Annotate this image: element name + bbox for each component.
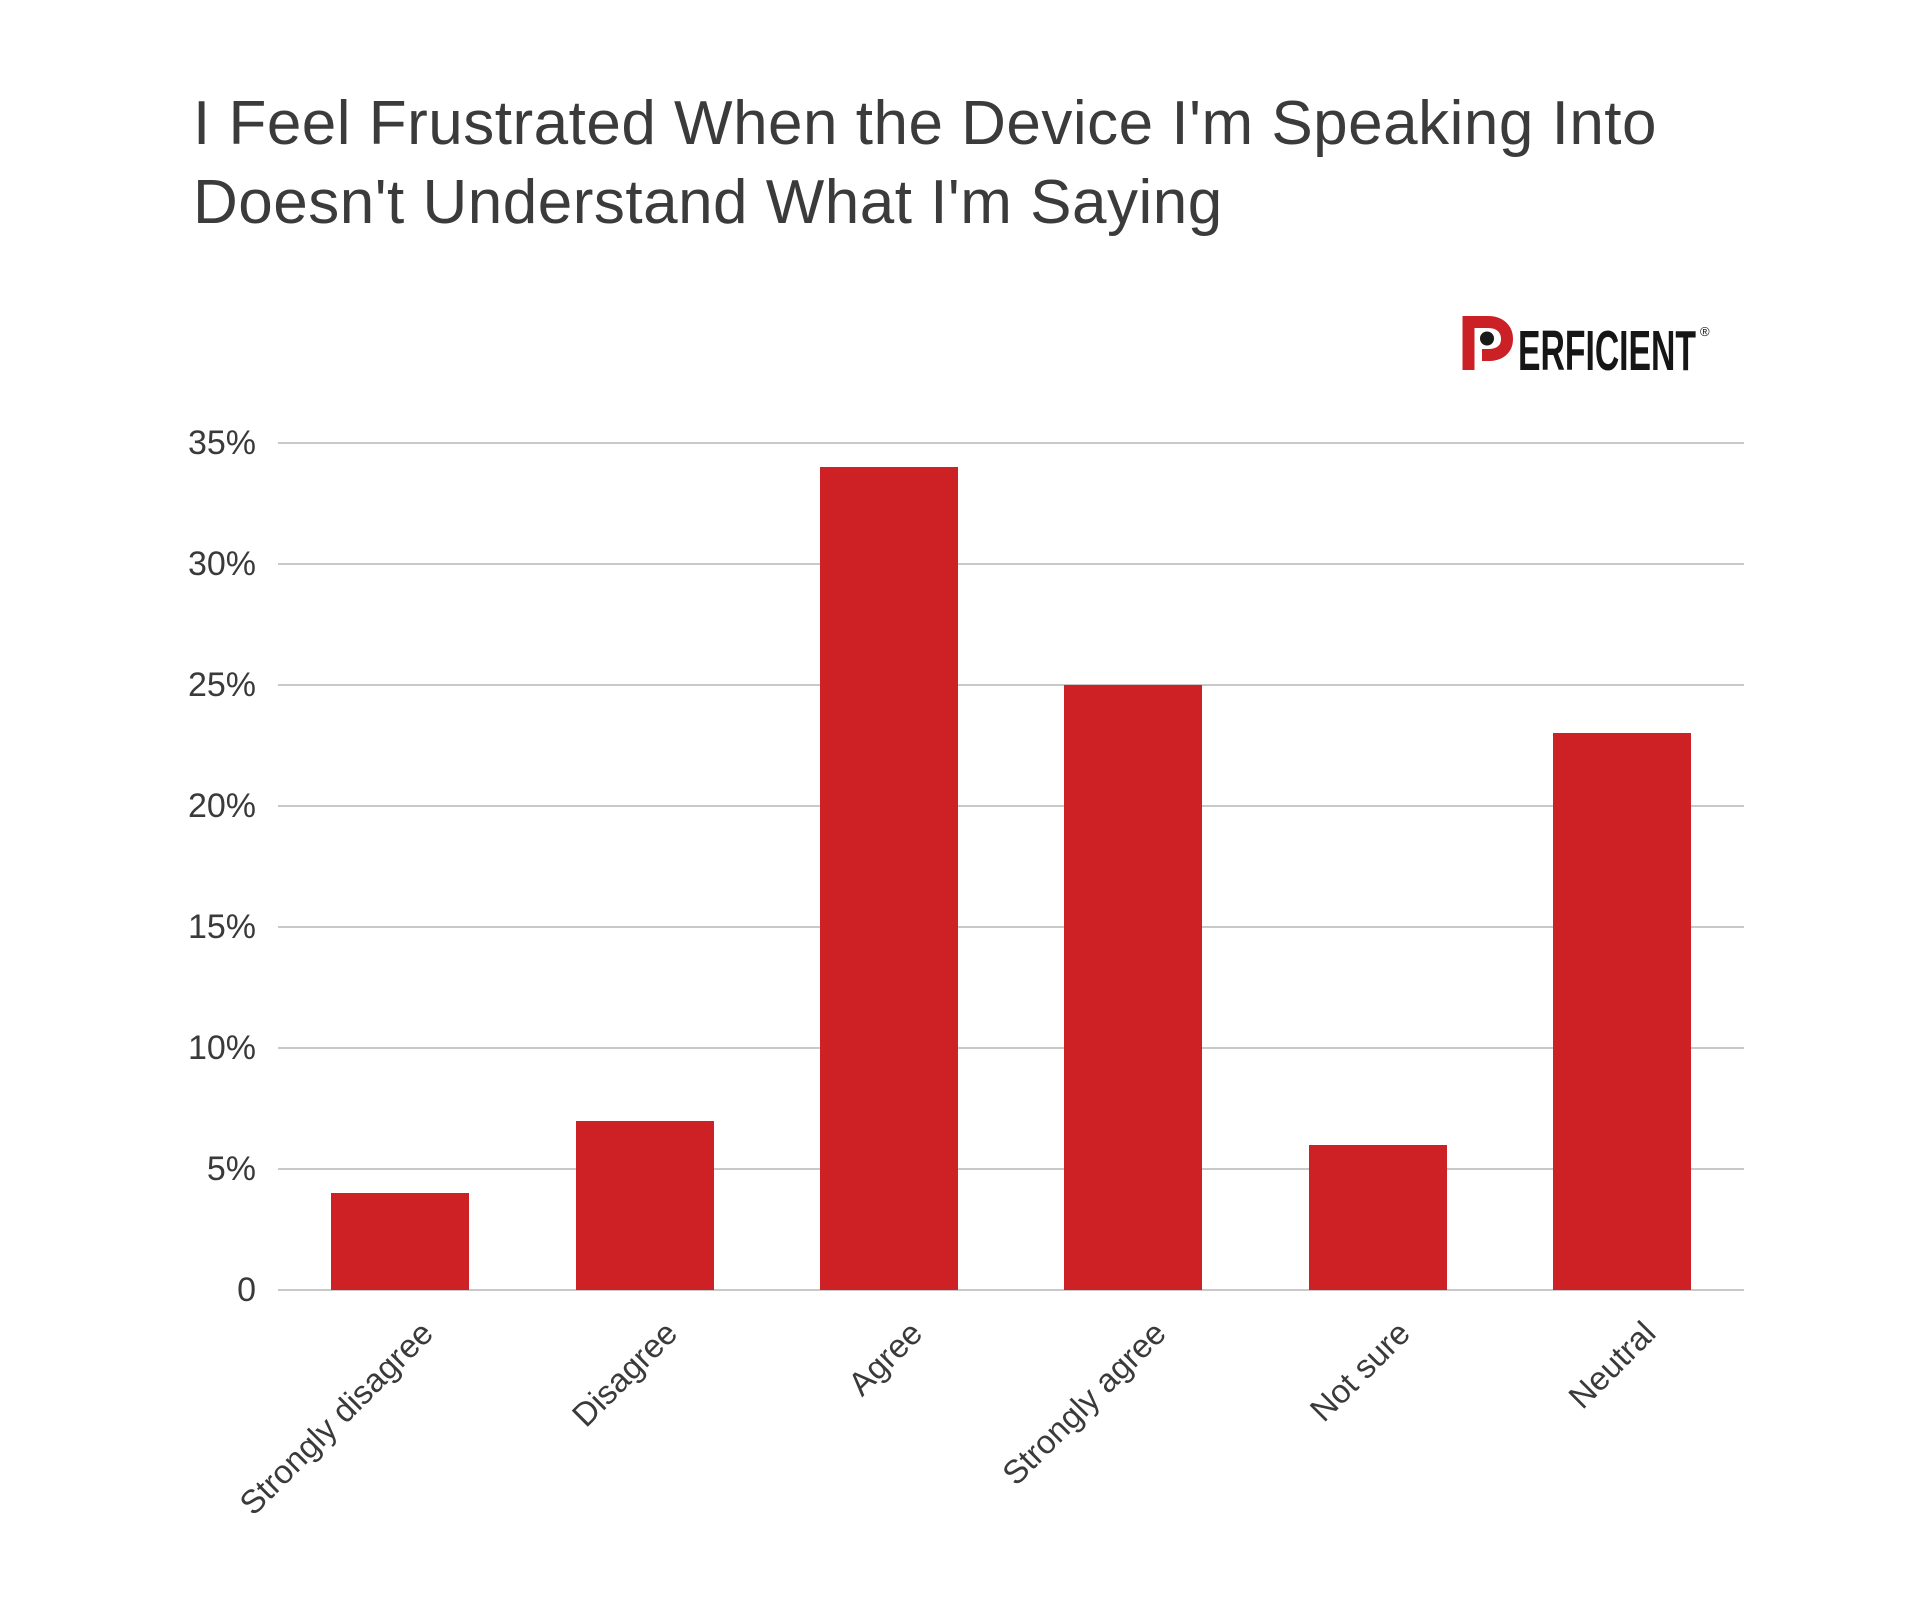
- gridline: [278, 1047, 1744, 1049]
- gridline: [278, 805, 1744, 807]
- bar-neutral: [1553, 733, 1691, 1290]
- gridline: [278, 563, 1744, 565]
- x-tick-label: Agree: [840, 1314, 930, 1403]
- logo-registered-mark: ®: [1700, 324, 1710, 339]
- y-tick-label: 15%: [187, 908, 256, 946]
- logo-wordmark: ERFICIENT: [1518, 319, 1696, 372]
- chart-title-line2: Doesn't Understand What I'm Saying: [193, 168, 1223, 237]
- chart-title: I Feel Frustrated When the Device I'm Sp…: [193, 84, 1657, 242]
- x-tick-label: Strongly disagree: [232, 1314, 441, 1522]
- logo-p-mark: [1462, 316, 1514, 370]
- gridline: [278, 442, 1744, 444]
- gridline: [278, 1168, 1744, 1170]
- perficient-logo-svg: ERFICIENT ®: [1462, 316, 1710, 383]
- x-tick-label: Strongly agree: [995, 1314, 1174, 1492]
- gridline: [278, 926, 1744, 928]
- y-axis-labels: 0 5% 10% 15% 20% 25% 30% 35%: [100, 424, 256, 1309]
- bar-strongly-disagree: [331, 1193, 469, 1290]
- y-tick-label: 35%: [187, 424, 256, 462]
- x-tick-label: Not sure: [1302, 1314, 1418, 1429]
- bar-not-sure: [1309, 1145, 1447, 1290]
- y-tick-label: 0: [237, 1271, 256, 1309]
- x-axis-labels: Strongly disagree Disagree Agree Strongly a…: [232, 1314, 1744, 1594]
- chart-title-line1: I Feel Frustrated When the Device I'm Sp…: [193, 89, 1658, 158]
- bar-agree: [820, 467, 958, 1290]
- logo-p-dot: [1480, 331, 1494, 346]
- gridline: [278, 684, 1744, 686]
- plot-area: [278, 442, 1744, 1291]
- y-tick-label: 20%: [187, 787, 256, 825]
- y-tick-label: 30%: [187, 545, 256, 583]
- bar-strongly-agree: [1064, 685, 1202, 1290]
- y-tick-label: 5%: [206, 1150, 256, 1188]
- perficient-logo: ERFICIENT ®: [1462, 316, 1724, 383]
- gridline: [278, 1289, 1744, 1291]
- x-tick-label: Disagree: [564, 1314, 685, 1434]
- bar-disagree: [576, 1121, 714, 1290]
- x-tick-label: Neutral: [1560, 1314, 1663, 1416]
- y-tick-label: 10%: [187, 1029, 256, 1067]
- y-tick-label: 25%: [187, 666, 256, 704]
